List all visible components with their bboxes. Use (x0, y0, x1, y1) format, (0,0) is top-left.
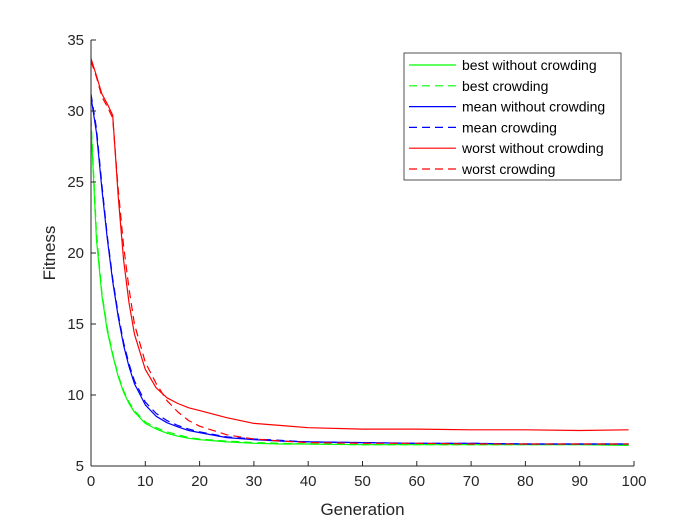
y-tick-label: 10 (67, 387, 84, 404)
x-tick-label: 10 (137, 473, 154, 490)
x-axis-label: Generation (320, 500, 404, 519)
y-tick-label: 15 (67, 316, 84, 333)
x-tick-label: 60 (408, 473, 425, 490)
series-line-1 (90, 118, 629, 446)
x-tick-label: 20 (191, 473, 208, 490)
y-tick-label: 35 (67, 32, 84, 49)
series-line-3 (90, 93, 629, 445)
series-line-5 (90, 61, 629, 445)
legend-label-1: best crowding (462, 78, 548, 94)
legend-label-2: mean without crowding (462, 99, 605, 115)
y-tick-label: 30 (67, 103, 84, 120)
x-tick-label: 100 (621, 473, 646, 490)
series-layer (90, 58, 629, 446)
x-tick-label: 90 (571, 473, 588, 490)
ticks-layer: 0 10 20 30 40 50 60 70 80 90 100 5 10 15 20 25 30 35 (67, 32, 646, 490)
x-tick-label: 80 (517, 473, 534, 490)
x-tick-label: 30 (246, 473, 263, 490)
legend-label-0: best without crowding (462, 57, 597, 73)
x-tick-label: 0 (87, 473, 95, 490)
series-line-4 (90, 58, 629, 432)
legend: best without crowding best crowding mean w… (403, 52, 622, 181)
legend-label-3: mean crowding (462, 119, 557, 135)
x-tick-label: 50 (354, 473, 371, 490)
y-tick-label: 25 (67, 174, 84, 191)
legend-label-5: worst crowding (461, 161, 555, 177)
y-tick-label: 20 (67, 245, 84, 262)
y-axis-label: Fitness (40, 226, 59, 281)
x-tick-label: 40 (300, 473, 317, 490)
legend-label-4: worst without crowding (461, 140, 604, 156)
x-tick-label: 70 (463, 473, 480, 490)
legend-box (403, 52, 622, 181)
y-tick-label: 5 (76, 458, 84, 475)
